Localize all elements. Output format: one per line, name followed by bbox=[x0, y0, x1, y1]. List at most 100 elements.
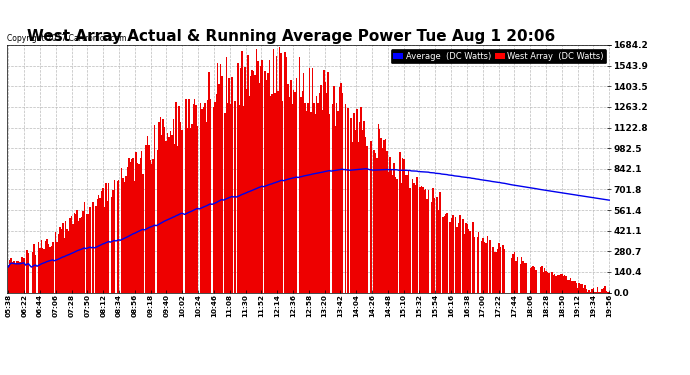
Bar bbox=[195, 105, 197, 292]
Bar bbox=[422, 187, 424, 292]
Bar bbox=[197, 126, 198, 292]
Bar bbox=[19, 262, 21, 292]
Bar bbox=[362, 130, 363, 292]
Bar bbox=[604, 286, 606, 292]
Bar bbox=[524, 263, 525, 292]
Bar bbox=[253, 71, 255, 292]
Bar bbox=[217, 63, 219, 292]
Bar bbox=[481, 242, 482, 292]
Bar bbox=[557, 275, 558, 292]
Bar bbox=[540, 267, 541, 292]
Bar bbox=[558, 275, 560, 292]
Bar bbox=[48, 244, 49, 292]
Bar bbox=[432, 188, 433, 292]
Bar bbox=[224, 113, 226, 292]
Bar bbox=[573, 280, 574, 292]
Bar bbox=[134, 182, 135, 292]
Bar bbox=[114, 180, 115, 292]
Bar bbox=[525, 263, 526, 292]
Bar bbox=[9, 260, 10, 292]
Bar bbox=[591, 290, 593, 292]
Bar bbox=[389, 157, 391, 292]
Bar bbox=[203, 107, 204, 292]
Bar bbox=[440, 192, 441, 292]
Bar bbox=[597, 287, 598, 292]
Bar bbox=[549, 273, 550, 292]
Bar bbox=[112, 189, 114, 292]
Bar bbox=[500, 247, 501, 292]
Bar bbox=[589, 290, 590, 292]
Bar bbox=[530, 268, 531, 292]
Bar bbox=[534, 267, 535, 292]
Bar bbox=[515, 261, 517, 292]
Bar bbox=[366, 146, 368, 292]
Bar bbox=[313, 103, 315, 292]
Bar bbox=[601, 289, 603, 292]
Bar bbox=[279, 47, 280, 292]
Bar bbox=[58, 234, 59, 292]
Bar bbox=[175, 102, 177, 292]
Bar bbox=[286, 57, 287, 292]
Bar bbox=[412, 178, 413, 292]
Bar bbox=[154, 124, 155, 292]
Bar bbox=[404, 159, 405, 292]
Bar bbox=[428, 190, 429, 292]
Bar bbox=[178, 106, 179, 292]
Bar bbox=[157, 150, 158, 292]
Bar bbox=[348, 108, 349, 292]
Bar bbox=[355, 130, 356, 292]
Bar bbox=[234, 101, 236, 292]
Bar bbox=[39, 248, 41, 292]
Bar bbox=[193, 104, 194, 292]
Bar bbox=[284, 52, 286, 292]
Bar bbox=[415, 185, 416, 292]
Bar bbox=[603, 288, 604, 292]
Bar bbox=[108, 183, 110, 292]
Bar bbox=[335, 126, 336, 292]
Bar bbox=[121, 168, 122, 292]
Bar bbox=[477, 237, 478, 292]
Bar bbox=[287, 84, 288, 292]
Bar bbox=[444, 216, 445, 292]
Bar bbox=[502, 245, 504, 292]
Bar bbox=[310, 112, 312, 292]
Bar bbox=[244, 68, 246, 292]
Bar bbox=[151, 164, 152, 292]
Bar bbox=[296, 78, 297, 292]
Bar bbox=[231, 76, 233, 292]
Bar bbox=[164, 128, 166, 292]
Bar bbox=[517, 257, 518, 292]
Bar bbox=[328, 72, 329, 292]
Bar bbox=[520, 264, 521, 292]
Bar bbox=[584, 285, 586, 292]
Bar bbox=[146, 145, 147, 292]
Bar bbox=[446, 213, 448, 292]
Bar bbox=[214, 102, 215, 292]
Bar bbox=[393, 163, 395, 292]
Bar bbox=[75, 214, 77, 292]
Bar bbox=[451, 218, 452, 292]
Bar bbox=[535, 270, 537, 292]
Bar bbox=[333, 86, 335, 292]
Bar bbox=[204, 103, 206, 292]
Bar bbox=[485, 243, 486, 292]
Bar bbox=[288, 97, 290, 292]
Bar bbox=[259, 84, 260, 292]
Bar bbox=[405, 175, 406, 292]
Bar bbox=[292, 104, 293, 292]
Bar bbox=[465, 223, 466, 292]
Bar bbox=[577, 288, 578, 292]
Bar bbox=[551, 272, 553, 292]
Bar bbox=[533, 266, 534, 292]
Bar bbox=[181, 130, 183, 292]
Bar bbox=[571, 280, 573, 292]
Bar bbox=[105, 183, 106, 292]
Bar bbox=[95, 206, 97, 292]
Bar bbox=[106, 201, 108, 292]
Bar bbox=[248, 96, 250, 292]
Bar bbox=[275, 93, 276, 292]
Bar bbox=[553, 275, 554, 292]
Bar bbox=[266, 80, 267, 292]
Bar bbox=[72, 224, 74, 292]
Bar bbox=[237, 63, 239, 292]
